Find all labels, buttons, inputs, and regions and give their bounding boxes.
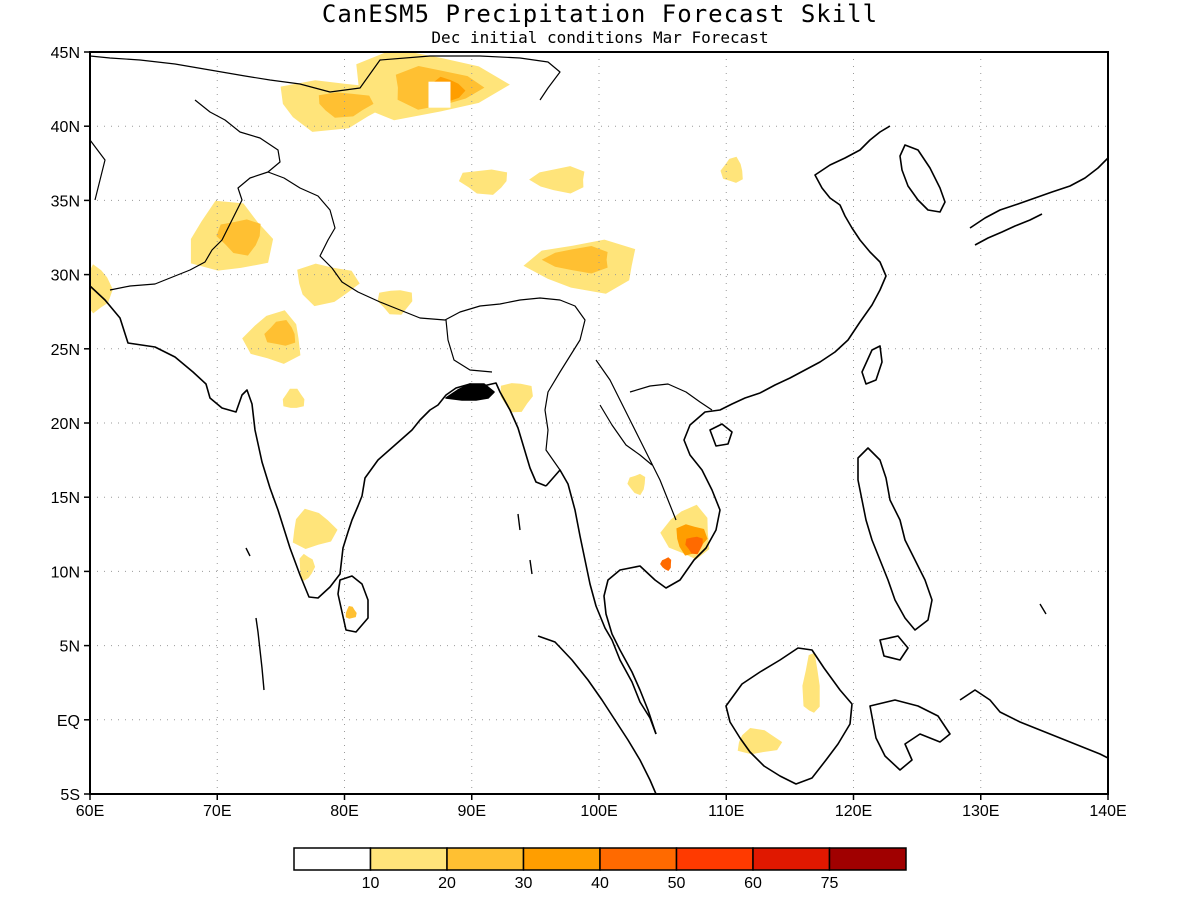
- skill-region: [299, 553, 316, 581]
- x-tick-label: 110E: [708, 803, 744, 820]
- legend-label: 75: [821, 875, 839, 892]
- coastlines-and-borders: [90, 55, 1108, 794]
- skill-region: [720, 156, 743, 183]
- skill-region: [500, 383, 533, 413]
- legend-label: 40: [591, 875, 609, 892]
- japan-outline: [969, 157, 1108, 246]
- skill-region: [292, 508, 338, 549]
- skill-region: [660, 557, 672, 571]
- x-tick-label: 60E: [76, 803, 104, 820]
- legend-swatch: [446, 847, 525, 871]
- new-guinea-outline: [959, 689, 1108, 759]
- gulf-of-thailand-coastline: [603, 392, 761, 735]
- skill-region: [737, 728, 783, 755]
- legend-swatch: [828, 847, 907, 871]
- sumatra-outline: [537, 635, 657, 794]
- skill-region: [802, 652, 820, 713]
- legend-swatch: [522, 847, 601, 871]
- skill-region: [529, 166, 585, 194]
- x-tick-label: 120E: [835, 803, 872, 820]
- sulawesi-outline: [869, 699, 951, 771]
- taiwan-outline: [861, 345, 883, 385]
- legend-label: 50: [668, 875, 686, 892]
- legend-label: 20: [438, 875, 456, 892]
- chart-title: CanESM5 Precipitation Forecast Skill: [321, 0, 879, 28]
- y-tick-label: 15N: [51, 490, 80, 507]
- y-tick-label: 25N: [51, 342, 80, 359]
- y-tick-label: 5S: [60, 787, 80, 804]
- china-coastline: [759, 125, 891, 394]
- legend-swatch: [599, 847, 678, 871]
- borneo-outline: [725, 647, 853, 785]
- x-tick-label: 80E: [330, 803, 358, 820]
- skill-region: [377, 290, 413, 315]
- philippines-outline: [857, 447, 933, 661]
- y-tick-label: 40N: [51, 119, 80, 136]
- sri-lanka-outline: [337, 575, 369, 633]
- no-data-patch: [428, 81, 451, 108]
- korea-outline: [899, 144, 946, 213]
- skill-region: [685, 536, 703, 555]
- skill-region: [345, 606, 357, 619]
- y-tick-label: EQ: [57, 713, 80, 730]
- y-tick-label: 30N: [51, 268, 80, 285]
- x-tick-label: 70E: [203, 803, 231, 820]
- y-tick-label: 35N: [51, 193, 80, 210]
- hainan-outline: [709, 423, 733, 447]
- y-tick-label: 20N: [51, 416, 80, 433]
- color-legend: 10 20 30 40 50 60 75: [293, 847, 907, 892]
- y-tick-label: 5N: [60, 639, 80, 656]
- skill-region: [297, 263, 360, 307]
- skill-region: [264, 320, 296, 346]
- y-tick-label: 10N: [51, 564, 80, 581]
- gridlines: [90, 52, 1108, 794]
- skill-region: [627, 473, 646, 496]
- malay-peninsula-coastline: [545, 469, 657, 735]
- axis-ticks: 60E 70E 80E 90E 100E 110E 120E 130E 140E 45N 40N 35…: [51, 45, 1127, 820]
- x-tick-label: 100E: [580, 803, 617, 820]
- skill-region: [318, 92, 374, 118]
- skill-shading-layer: [90, 52, 820, 755]
- x-tick-label: 140E: [1089, 803, 1126, 820]
- country-borders: [90, 55, 713, 521]
- legend-label: 60: [744, 875, 762, 892]
- island-chains: [245, 513, 1047, 691]
- legend-swatch: [752, 847, 831, 871]
- y-tick-label: 45N: [51, 45, 80, 62]
- x-tick-label: 130E: [962, 803, 999, 820]
- chart-subtitle: Dec initial conditions Mar Forecast: [431, 28, 769, 47]
- skill-region: [458, 169, 508, 195]
- legend-swatch: [675, 847, 754, 871]
- x-tick-label: 90E: [458, 803, 486, 820]
- legend-label: 10: [362, 875, 380, 892]
- skill-region: [282, 388, 305, 408]
- skill-region: [541, 246, 608, 274]
- ganges-delta: [445, 383, 495, 401]
- legend-swatch: [293, 847, 372, 871]
- skill-region: [90, 264, 113, 314]
- legend-label: 30: [515, 875, 533, 892]
- legend-swatch: [369, 847, 448, 871]
